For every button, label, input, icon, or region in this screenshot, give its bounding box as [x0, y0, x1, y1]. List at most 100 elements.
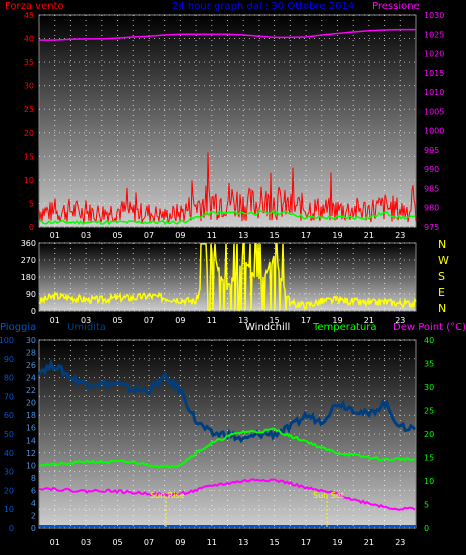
pressure-tick-label: 1000 — [424, 127, 444, 136]
hour-tick-label: 11 — [207, 316, 217, 325]
windchill-legend: Windchill — [245, 322, 290, 333]
humidity-tick-label: 10 — [26, 461, 36, 470]
compass-label: E — [438, 286, 445, 299]
hour-tick-label: 03 — [81, 316, 91, 325]
temperature-tick-label: 35 — [424, 360, 434, 369]
hour-tick-label: 11 — [207, 538, 217, 547]
humidity-tick-label: 26 — [26, 361, 36, 370]
hour-tick-label: 15 — [270, 538, 280, 547]
wind-tick-label: 15 — [24, 152, 34, 161]
humidity-legend: Umidita — [67, 322, 106, 333]
compass-label: N — [438, 302, 446, 315]
humidity-tick-label: 18 — [26, 411, 36, 420]
hour-tick-label: 21 — [364, 231, 374, 240]
temperature-tick-label: 0 — [424, 524, 429, 533]
direction-tick-label: 90 — [26, 290, 36, 299]
temperature-series — [38, 427, 416, 469]
direction-tick-label: 180 — [21, 273, 36, 282]
pressure-tick-label: 990 — [424, 165, 439, 174]
hour-tick-label: 13 — [238, 231, 248, 240]
rain-tick-label: 0 — [9, 524, 14, 533]
wind-tick-label: 10 — [24, 176, 34, 185]
hour-tick-label: 05 — [112, 316, 122, 325]
chart-title: 24 hour graph dal : 30 Ottobre 2014 — [172, 1, 354, 12]
dewpoint-series — [38, 478, 416, 511]
rain-tick-label: 20 — [4, 486, 14, 495]
hour-tick-label: 17 — [301, 316, 311, 325]
direction-tick-label: 270 — [21, 256, 36, 265]
wind-tick-label: 25 — [24, 105, 34, 114]
wind-tick-label: 30 — [24, 82, 34, 91]
rain-tick-label: 10 — [4, 505, 14, 514]
wind-tick-label: 40 — [24, 35, 34, 44]
humidity-tick-label: 12 — [26, 449, 36, 458]
wind-tick-label: 0 — [29, 223, 34, 232]
pressure-tick-label: 1005 — [424, 107, 444, 116]
wind-tick-label: 20 — [24, 129, 34, 138]
humidity-tick-label: 20 — [26, 399, 36, 408]
temperature-tick-label: 25 — [424, 407, 434, 416]
hour-tick-label: 23 — [395, 231, 405, 240]
temperature-tick-label: 10 — [424, 477, 434, 486]
hour-tick-label: 21 — [364, 316, 374, 325]
wind-tick-label: 35 — [24, 58, 34, 67]
temperature-tick-label: 30 — [424, 383, 434, 392]
hour-tick-label: 15 — [270, 231, 280, 240]
humidity-tick-label: 30 — [26, 336, 36, 345]
humidity-tick-label: 6 — [31, 486, 36, 495]
hour-tick-label: 23 — [395, 316, 405, 325]
dewpoint-legend: Dew Point (°C) — [393, 322, 466, 333]
hour-tick-label: 13 — [238, 538, 248, 547]
hour-tick-label: 05 — [112, 231, 122, 240]
direction-tick-label: 360 — [21, 239, 36, 248]
humidity-tick-label: 22 — [26, 386, 36, 395]
temperature-tick-label: 20 — [424, 430, 434, 439]
hour-tick-label: 01 — [50, 538, 60, 547]
hour-tick-label: 09 — [175, 538, 185, 547]
hour-tick-label: 11 — [207, 231, 217, 240]
hour-tick-label: 13 — [238, 316, 248, 325]
temperature-tick-label: 40 — [424, 336, 434, 345]
humidity-tick-label: 24 — [26, 374, 36, 383]
wind-axis-label: Forza vento — [5, 1, 64, 12]
hour-tick-label: 07 — [144, 231, 154, 240]
hour-tick-label: 09 — [175, 316, 185, 325]
hour-tick-label: 07 — [144, 316, 154, 325]
pressure-tick-label: 1030 — [424, 11, 444, 20]
rain-tick-label: 50 — [4, 430, 14, 439]
compass-label: N — [438, 238, 446, 251]
pressure-tick-label: 1020 — [424, 50, 444, 59]
compass-label: S — [438, 270, 445, 283]
temperature-legend: Temperatura — [312, 322, 377, 333]
rain-tick-label: 70 — [4, 392, 14, 401]
temperature-panel: Pioggia Umidita Windchill Temperatura De… — [0, 322, 466, 547]
humidity-tick-label: 0 — [31, 524, 36, 533]
compass-label: W — [438, 254, 449, 267]
humidity-tick-label: 2 — [31, 511, 36, 520]
wind-speed-series — [38, 152, 417, 224]
rain-bar — [39, 525, 416, 528]
rain-tick-label: 40 — [4, 449, 14, 458]
hour-tick-label: 19 — [332, 538, 342, 547]
hour-tick-label: 21 — [364, 538, 374, 547]
wind-tick-label: 45 — [24, 11, 34, 20]
rain-tick-label: 90 — [4, 355, 14, 364]
rain-legend: Pioggia — [0, 322, 36, 333]
hour-tick-label: 03 — [81, 538, 91, 547]
hour-tick-label: 03 — [81, 231, 91, 240]
pressure-tick-label: 995 — [424, 146, 439, 155]
rain-tick-label: 30 — [4, 468, 14, 477]
pressure-axis-label: Pressione — [372, 1, 420, 12]
hour-tick-label: 01 — [50, 231, 60, 240]
humidity-tick-label: 8 — [31, 474, 36, 483]
rain-tick-label: 80 — [4, 374, 14, 383]
humidity-tick-label: 14 — [26, 436, 36, 445]
hour-tick-label: 19 — [332, 316, 342, 325]
rain-tick-label: 60 — [4, 411, 14, 420]
pressure-tick-label: 985 — [424, 184, 439, 193]
humidity-tick-label: 4 — [31, 499, 36, 508]
pressure-tick-label: 1010 — [424, 88, 444, 97]
